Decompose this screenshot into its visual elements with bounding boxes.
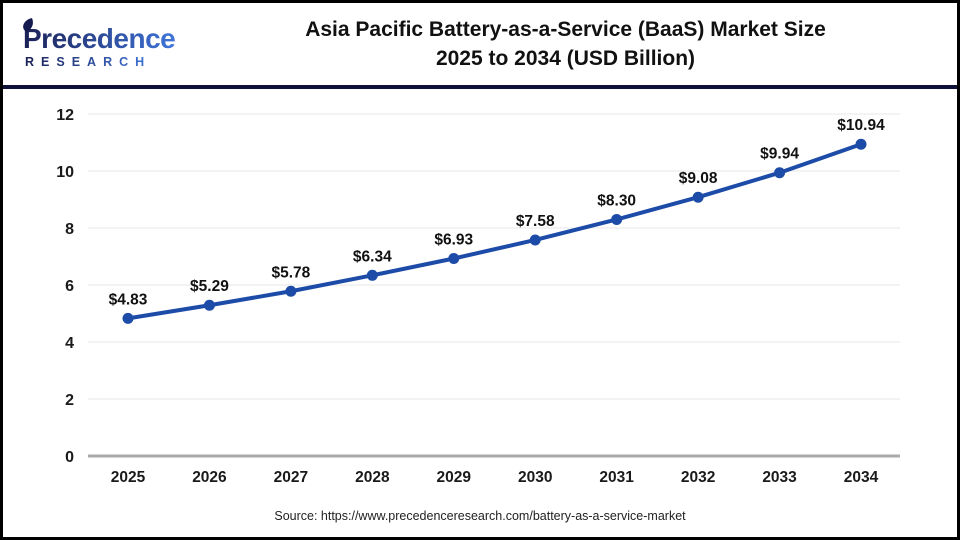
data-point-marker bbox=[611, 213, 623, 225]
data-point-label: $8.30 bbox=[597, 192, 636, 209]
data-point-label: $9.08 bbox=[679, 170, 718, 187]
y-tick-label: 12 bbox=[56, 107, 74, 124]
chart-canvas: 0 2 4 6 8 10 12 2025 2026 2027 2028 2029 2030 2031 203… bbox=[56, 107, 900, 486]
header: Precedence RESEARCH Asia Pacific Battery… bbox=[3, 3, 957, 89]
y-tick-label: 0 bbox=[65, 449, 74, 466]
chart-title-line1: Asia Pacific Battery-as-a-Service (BaaS)… bbox=[305, 18, 826, 41]
data-point-marker bbox=[692, 191, 704, 203]
y-tick-label: 4 bbox=[65, 335, 74, 352]
x-tick-label: 2033 bbox=[762, 469, 797, 486]
data-point-label: $5.78 bbox=[271, 264, 310, 281]
brand-logo-graphic: Precedence RESEARCH bbox=[23, 18, 176, 69]
brand-logo: Precedence RESEARCH bbox=[3, 3, 204, 76]
page-title: Asia Pacific Battery-as-a-Service (BaaS)… bbox=[204, 3, 957, 73]
chart-title-line2: 2025 to 2034 (USD Billion) bbox=[435, 47, 696, 70]
data-point-marker bbox=[855, 138, 867, 150]
data-point-label: $5.29 bbox=[190, 278, 229, 295]
data-point-label: $7.58 bbox=[516, 213, 555, 230]
data-point-marker bbox=[285, 285, 297, 297]
data-point-marker bbox=[366, 269, 378, 281]
x-tick-label: 2029 bbox=[437, 469, 472, 486]
x-tick-label: 2026 bbox=[192, 469, 227, 486]
y-tick-label: 8 bbox=[65, 221, 74, 238]
x-tick-label: 2031 bbox=[599, 469, 634, 486]
logo-wordmark: Precedence bbox=[23, 23, 175, 54]
logo-subtitle: RESEARCH bbox=[25, 55, 151, 69]
data-point-marker bbox=[448, 252, 460, 264]
series-line bbox=[126, 142, 863, 321]
data-point-label: $6.93 bbox=[434, 231, 473, 248]
data-point-marker bbox=[529, 234, 541, 246]
data-point-marker bbox=[122, 312, 134, 324]
x-tick-label: 2027 bbox=[274, 469, 308, 486]
y-tick-label: 2 bbox=[65, 392, 74, 409]
data-point-label: $9.94 bbox=[760, 146, 799, 163]
x-tick-label: 2034 bbox=[844, 469, 879, 486]
data-point-marker bbox=[774, 167, 786, 179]
x-tick-label: 2030 bbox=[518, 469, 552, 486]
y-tick-label: 6 bbox=[65, 278, 74, 295]
data-point-marker bbox=[203, 299, 215, 311]
data-point-label: $4.83 bbox=[109, 291, 148, 308]
x-tick-label: 2025 bbox=[111, 469, 146, 486]
source-citation: Source: https://www.precedenceresearch.c… bbox=[274, 509, 686, 523]
x-tick-label: 2028 bbox=[355, 469, 390, 486]
data-point-label: $6.34 bbox=[353, 248, 392, 265]
data-point-label: $10.94 bbox=[837, 117, 885, 134]
x-tick-label: 2032 bbox=[681, 469, 715, 486]
leaf-icon bbox=[23, 18, 33, 32]
y-tick-label: 10 bbox=[56, 164, 74, 181]
